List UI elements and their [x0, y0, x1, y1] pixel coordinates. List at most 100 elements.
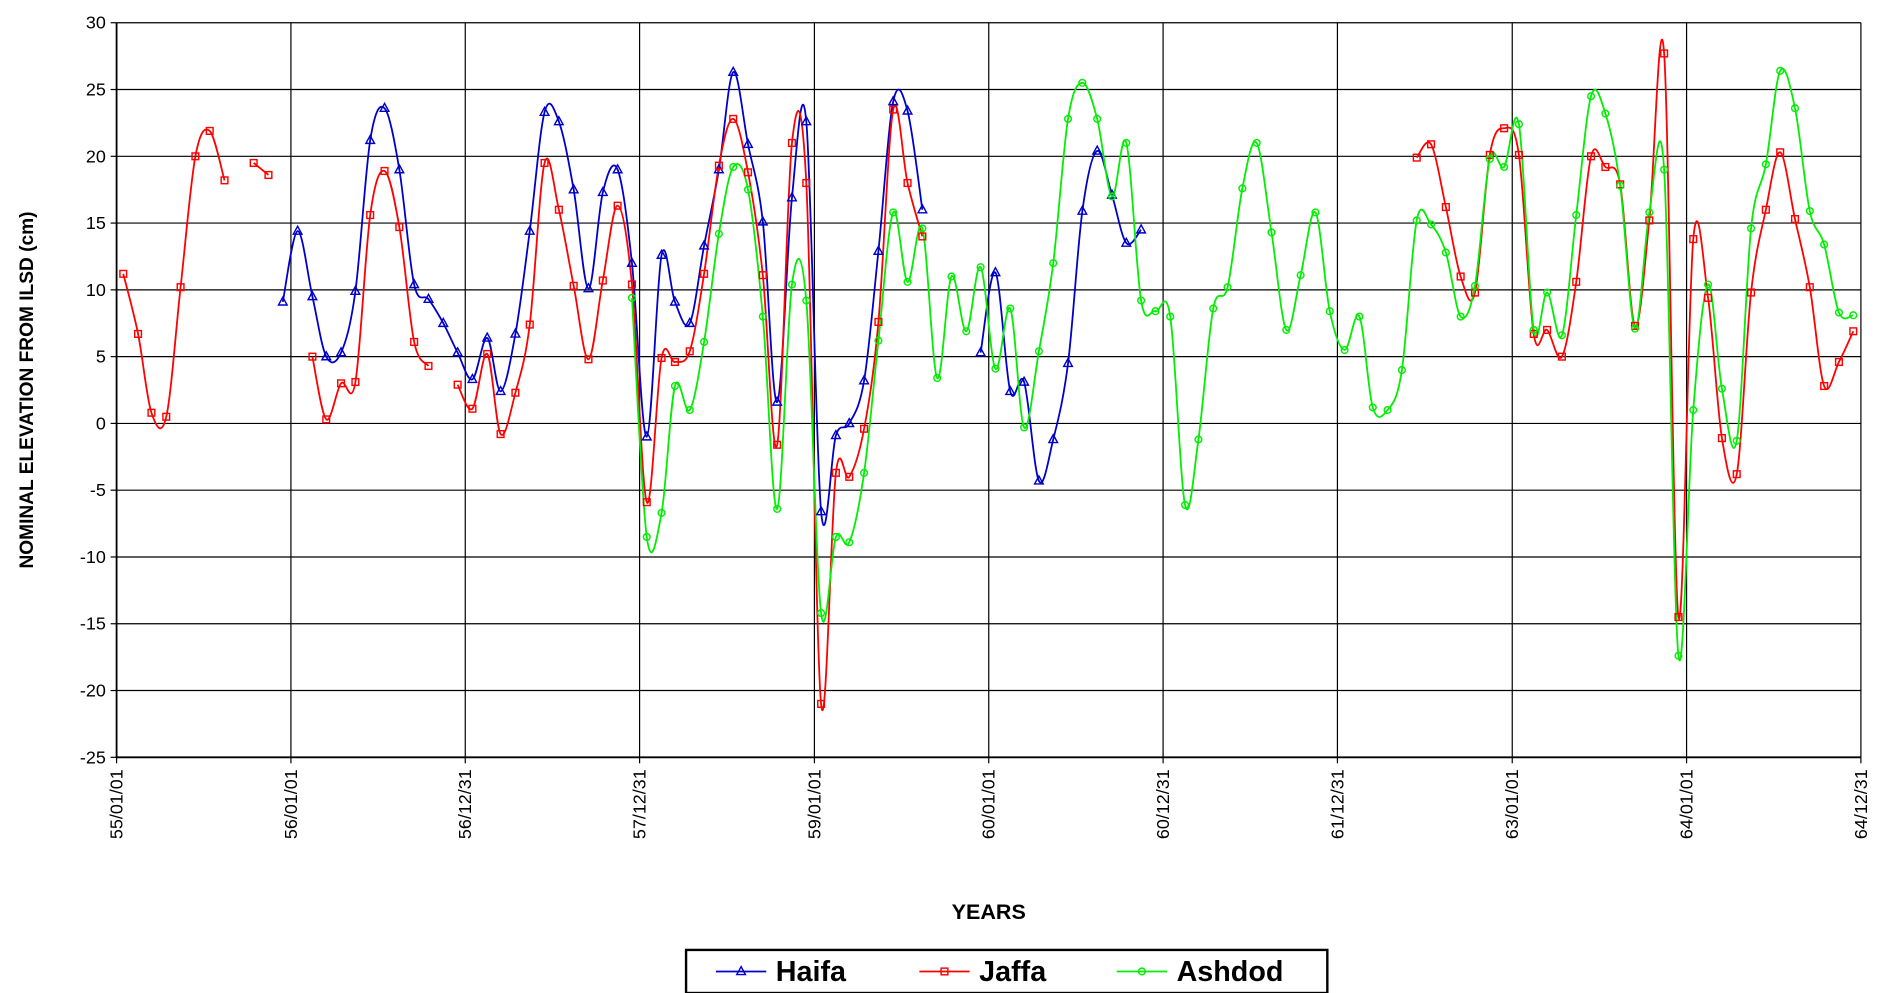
marker-circle — [714, 229, 723, 238]
marker-circle — [1529, 325, 1538, 334]
marker-circle — [1078, 78, 1087, 87]
marker-triangle — [641, 430, 653, 441]
marker-square — [1761, 205, 1770, 214]
marker-circle — [1180, 500, 1190, 509]
marker-circle — [1601, 109, 1610, 118]
marker-circle — [831, 532, 840, 542]
axes: -25 -20 -15 -10 -5 0 5 10 15 20 25 30 55/01/01 56/01/… — [80, 13, 1871, 839]
marker-triangle — [1091, 144, 1103, 155]
marker-square — [322, 415, 331, 424]
marker-square — [220, 176, 229, 185]
marker-circle — [1355, 312, 1364, 321]
marker-circle — [1063, 114, 1073, 123]
x-tick-label: 64/01/01 — [1677, 769, 1697, 839]
marker-triangle — [786, 191, 798, 202]
marker-triangle — [1135, 223, 1147, 234]
marker-square — [1746, 288, 1756, 297]
x-tick-label: 56/12/31 — [455, 769, 475, 839]
marker-triangle — [800, 115, 812, 126]
marker-square — [1557, 352, 1566, 361]
marker-square — [1412, 153, 1421, 162]
marker-triangle — [771, 395, 783, 406]
marker-triangle — [553, 115, 565, 126]
marker-square — [366, 210, 375, 220]
marker-triangle — [481, 331, 493, 342]
marker-circle — [1020, 423, 1029, 432]
marker-square — [743, 168, 753, 177]
marker-square — [1514, 150, 1523, 160]
series-markers — [119, 49, 1858, 708]
marker-circle — [1252, 138, 1261, 148]
x-tick-label: 64/12/31 — [1851, 769, 1871, 839]
marker-circle — [976, 263, 985, 272]
marker-square — [940, 967, 949, 976]
marker-square — [642, 498, 651, 507]
marker-square — [1543, 325, 1552, 334]
marker-circle — [1034, 347, 1043, 356]
marker-circle — [685, 405, 694, 415]
y-tick-label: 10 — [86, 280, 106, 300]
marker-circle — [700, 337, 709, 347]
marker-circle — [860, 468, 869, 477]
marker-circle — [1746, 224, 1756, 233]
marker-triangle — [843, 417, 855, 428]
marker-circle — [1122, 138, 1131, 148]
marker-circle — [802, 296, 811, 305]
marker-circle — [991, 364, 1000, 373]
marker-square — [351, 377, 360, 387]
marker-triangle — [612, 163, 624, 174]
marker-triangle — [989, 266, 1001, 277]
marker-square — [249, 158, 258, 168]
marker-triangle — [349, 284, 361, 296]
marker-circle — [1834, 308, 1844, 317]
y-tick-label: -20 — [80, 681, 106, 701]
marker-triangle — [1062, 357, 1074, 368]
marker-circle — [1223, 283, 1232, 292]
marker-triangle — [1047, 433, 1059, 444]
marker-circle — [627, 293, 637, 302]
x-tick-label: 55/01/01 — [107, 769, 127, 839]
marker-circle — [1660, 165, 1669, 174]
marker-square — [889, 105, 898, 114]
marker-circle — [1368, 403, 1377, 412]
marker-circle — [1470, 281, 1480, 290]
legend-label: Haifa — [776, 956, 847, 988]
marker-square — [525, 320, 534, 329]
marker-square — [1674, 613, 1683, 622]
marker-triangle — [582, 282, 595, 293]
marker-triangle — [727, 65, 739, 76]
marker-square — [918, 232, 927, 241]
marker-circle — [947, 272, 956, 281]
marker-square — [119, 269, 128, 278]
marker-circle — [933, 373, 942, 383]
x-tick-label: 63/01/01 — [1502, 769, 1522, 839]
marker-triangle — [669, 295, 681, 306]
marker-circle — [962, 327, 971, 336]
x-tick-label: 56/01/01 — [281, 769, 301, 839]
marker-square — [758, 271, 767, 280]
marker-square — [205, 126, 214, 135]
marker-triangle — [364, 133, 376, 145]
marker-circle — [1616, 181, 1625, 190]
legend — [684, 948, 1329, 993]
marker-square — [483, 349, 492, 359]
series-line — [631, 67, 1854, 662]
marker-square — [584, 355, 593, 364]
marker-circle — [1049, 259, 1058, 268]
marker-triangle — [568, 183, 580, 194]
marker-triangle — [887, 95, 899, 106]
marker-circle — [1820, 240, 1829, 249]
marker-triangle — [656, 248, 668, 259]
marker-triangle — [830, 429, 842, 440]
marker-square — [1790, 214, 1800, 224]
marker-triangle — [539, 105, 551, 117]
marker-square — [410, 337, 419, 347]
marker-square — [1834, 357, 1844, 367]
marker-triangle — [626, 256, 638, 267]
legend-label: Jaffa — [979, 956, 1047, 988]
marker-circle — [1006, 304, 1015, 313]
marker-square — [598, 276, 607, 285]
marker-circle — [1137, 296, 1146, 305]
marker-square — [817, 699, 826, 708]
